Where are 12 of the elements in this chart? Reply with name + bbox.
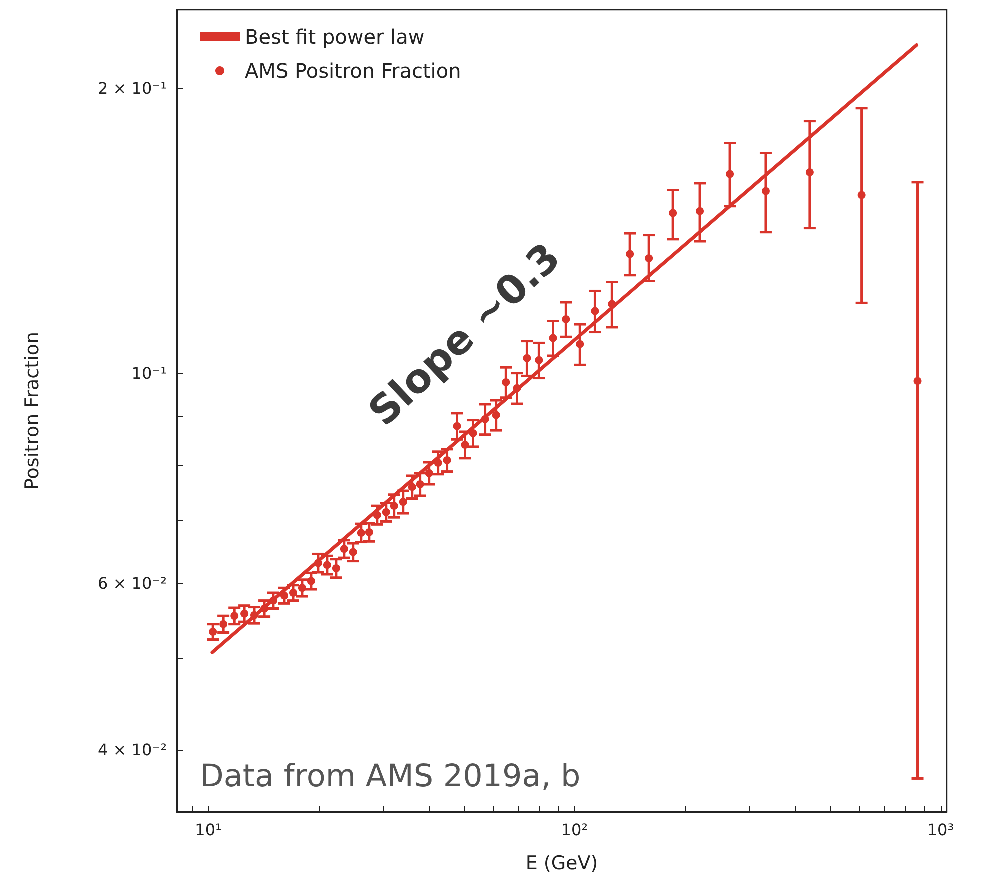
x-tick-label: 10³	[927, 820, 954, 840]
legend-label: Best fit power law	[245, 25, 425, 49]
annotation: Data from AMS 2019a, b	[200, 758, 581, 794]
y-axis-title: Positron Fraction	[22, 332, 44, 490]
y-tick-label: 10⁻¹	[132, 364, 167, 383]
x-axis-title: E (GeV)	[526, 852, 598, 874]
y-tick-label: 2 × 10⁻¹	[98, 78, 167, 98]
legend-label: AMS Positron Fraction	[245, 59, 462, 83]
y-tick-label: 4 × 10⁻²	[98, 740, 167, 760]
y-tick-label: 6 × 10⁻²	[98, 574, 167, 593]
x-tick-label: 10¹	[195, 820, 222, 840]
x-tick-label: 10²	[561, 820, 588, 840]
